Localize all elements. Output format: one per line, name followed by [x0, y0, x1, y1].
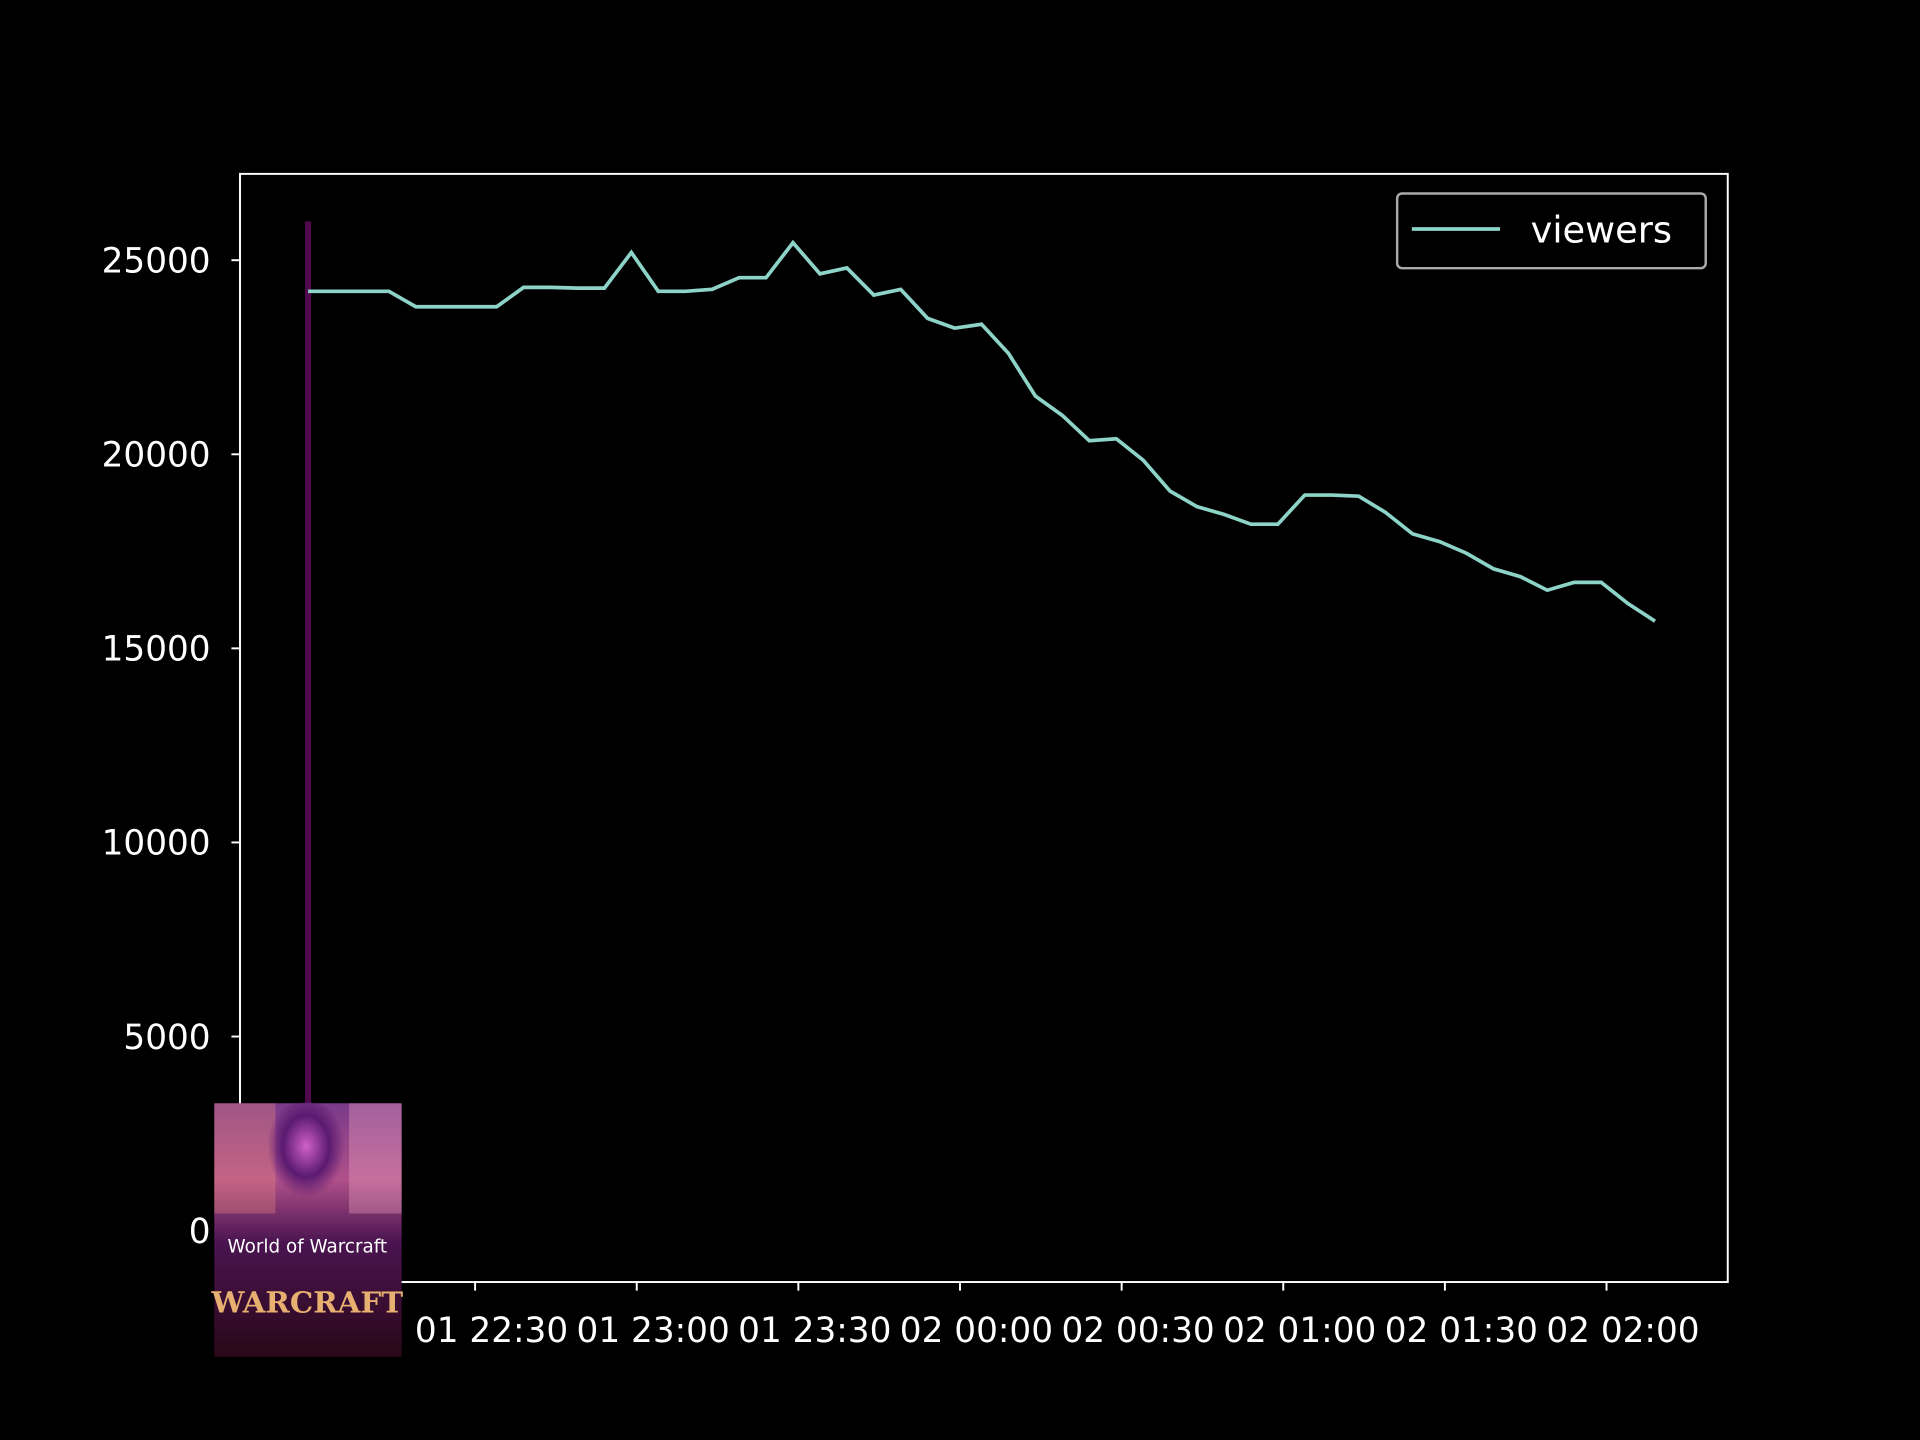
y-tick-label: 15000 — [102, 630, 211, 670]
x-axis: 01 22:30 01 23:00 01 23:30 02 00:00 02 00:30… — [415, 1282, 1700, 1351]
x-tick-label: 02 01:30 — [1385, 1311, 1538, 1351]
x-tick-label: 02 00:30 — [1061, 1311, 1214, 1351]
x-tick-label: 02 01:00 — [1223, 1311, 1376, 1351]
x-tick-label: 01 23:00 — [577, 1311, 730, 1351]
game-thumbnail: WARCRAFT World of Warcraft — [211, 1102, 404, 1357]
y-axis: 0 5000 10000 15000 20000 25000 — [102, 241, 240, 1252]
legend: viewers — [1395, 192, 1707, 270]
x-tick-label: 01 23:30 — [738, 1311, 891, 1351]
axes-frame — [239, 172, 1729, 1284]
x-tick-label: 02 00:00 — [900, 1311, 1053, 1351]
x-tick-label: 02 02:00 — [1546, 1311, 1699, 1351]
x-tick-label: 01 22:30 — [415, 1311, 568, 1351]
series-line-viewers — [308, 239, 1657, 623]
y-tick-label: 0 — [189, 1212, 211, 1252]
game-label: World of Warcraft — [228, 1237, 388, 1258]
y-tick-label: 5000 — [123, 1018, 210, 1058]
y-tick-label: 25000 — [102, 241, 211, 281]
y-tick-label: 20000 — [102, 436, 211, 476]
legend-box — [1395, 192, 1707, 270]
thumbnail-logo-text: WARCRAFT — [211, 1285, 404, 1320]
legend-label-viewers: viewers — [1531, 208, 1672, 251]
y-tick-label: 10000 — [102, 824, 211, 864]
